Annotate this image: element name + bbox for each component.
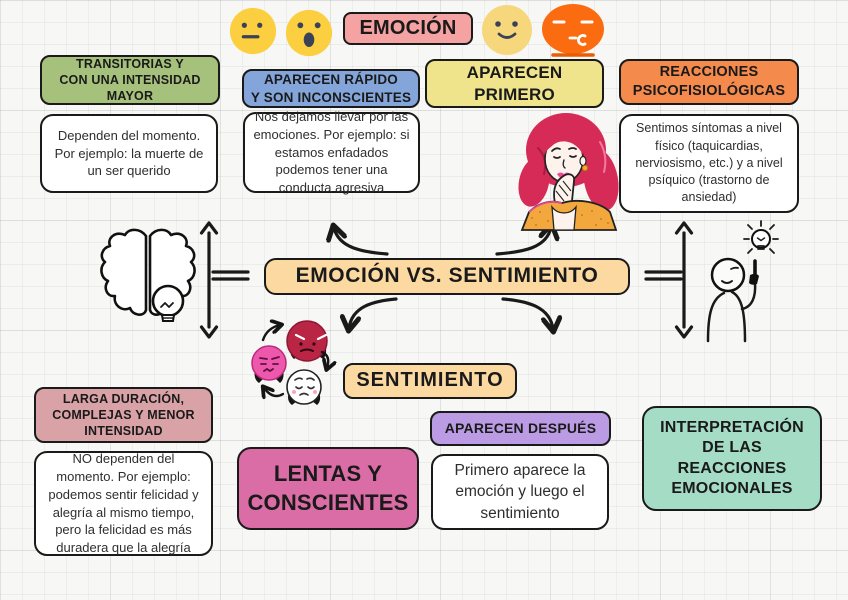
after-label: APARECEN DESPUÉS: [444, 419, 597, 436]
duration-label-box: LARGA DURACIÓN, COMPLEJAS Y MENOR INTENS…: [34, 387, 213, 443]
neutral-face-emoji: [229, 7, 277, 55]
arrow-up-left: [334, 228, 389, 256]
fast-label: APARECEN RÁPIDO Y SON INCONSCIENTES: [250, 72, 412, 105]
arrow-up-right: [495, 227, 551, 256]
center-topic-label: EMOCIÓN VS. SENTIMIENTO: [295, 264, 599, 288]
reactions-note-box: Sentimos síntomas a nivel físico (taquic…: [619, 114, 799, 213]
reactions-note: Sentimos síntomas a nivel físico (taquic…: [635, 121, 783, 205]
center-topic-box: EMOCIÓN VS. SENTIMIENTO: [264, 258, 630, 295]
transitory-note: Dependen del momento. Por ejemplo: la mu…: [54, 127, 204, 179]
annoyed-face-emoji: [542, 4, 604, 57]
idea-person-illustration: [706, 220, 779, 343]
interpretation-label-box: INTERPRETACIÓN DE LAS REACCIONES EMOCION…: [642, 406, 822, 511]
interpretation-label: INTERPRETACIÓN DE LAS REACCIONES EMOCION…: [660, 418, 804, 497]
fast-note: Nos dejamos llevar por las emociones. Po…: [253, 108, 410, 196]
transitory-note-box: Dependen del momento. Por ejemplo: la mu…: [40, 114, 218, 193]
after-note-box: Primero aparece la emoción y luego el se…: [431, 454, 609, 530]
worried-woman-illustration: [518, 113, 619, 231]
emotion-title-label: EMOCIÓN: [359, 16, 457, 39]
sentiment-title-label: SENTIMIENTO: [356, 369, 504, 392]
left-branch-connector: [199, 221, 250, 339]
duration-note: NO dependen del momento. Por ejemplo: po…: [48, 450, 199, 556]
reactions-label-box: REACCIONES PSICOFISIOLÓGICAS: [619, 59, 799, 105]
right-branch-connector: [644, 221, 694, 339]
reactions-label: REACCIONES PSICOFISIOLÓGICAS: [632, 64, 786, 99]
sentiment-title-box: SENTIMIENTO: [343, 363, 517, 399]
duration-note-box: NO dependen del momento. Por ejemplo: po…: [34, 451, 213, 556]
emotion-title-box: EMOCIÓN: [343, 12, 473, 45]
transitory-label-box: TRANSITORIAS Y CON UNA INTENSIDAD MAYOR: [40, 55, 220, 105]
arrow-down-right: [501, 297, 553, 329]
first-label-box: APARECEN PRIMERO: [425, 59, 604, 108]
smiling-face-emoji: [482, 5, 532, 55]
after-note: Primero aparece la emoción y luego el se…: [454, 461, 586, 522]
duration-label: LARGA DURACIÓN, COMPLEJAS Y MENOR INTENS…: [52, 392, 195, 438]
slow-label: LENTAS Y CONSCIENTES: [247, 461, 409, 515]
first-label: APARECEN PRIMERO: [466, 62, 563, 104]
transitory-label: TRANSITORIAS Y CON UNA INTENSIDAD MAYOR: [59, 57, 201, 103]
fast-label-box: APARECEN RÁPIDO Y SON INCONSCIENTES: [242, 69, 420, 108]
slow-label-box: LENTAS Y CONSCIENTES: [237, 447, 419, 530]
mood-cycle-illustration: [251, 314, 343, 405]
brain-lightbulb-illustration: [100, 228, 196, 322]
surprised-face-emoji: [285, 9, 333, 57]
arrow-down-left: [349, 297, 398, 328]
fast-note-box: Nos dejamos llevar por las emociones. Po…: [243, 109, 420, 195]
after-label-box: APARECEN DESPUÉS: [430, 411, 611, 446]
